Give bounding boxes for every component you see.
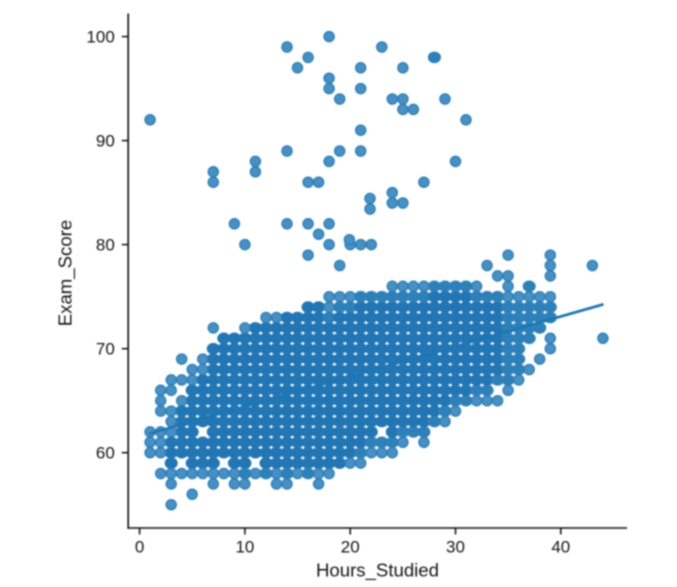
svg-text:80: 80 [96, 236, 115, 255]
svg-text:0: 0 [135, 538, 144, 557]
svg-text:90: 90 [96, 132, 115, 151]
svg-text:20: 20 [341, 538, 360, 557]
svg-text:10: 10 [235, 538, 254, 557]
svg-text:Exam_Score: Exam_Score [55, 220, 77, 326]
svg-text:Hours_Studied: Hours_Studied [316, 560, 439, 582]
svg-text:100: 100 [86, 28, 114, 47]
svg-text:30: 30 [446, 538, 465, 557]
svg-text:40: 40 [551, 538, 570, 557]
svg-text:70: 70 [96, 340, 115, 359]
svg-text:60: 60 [96, 444, 115, 463]
